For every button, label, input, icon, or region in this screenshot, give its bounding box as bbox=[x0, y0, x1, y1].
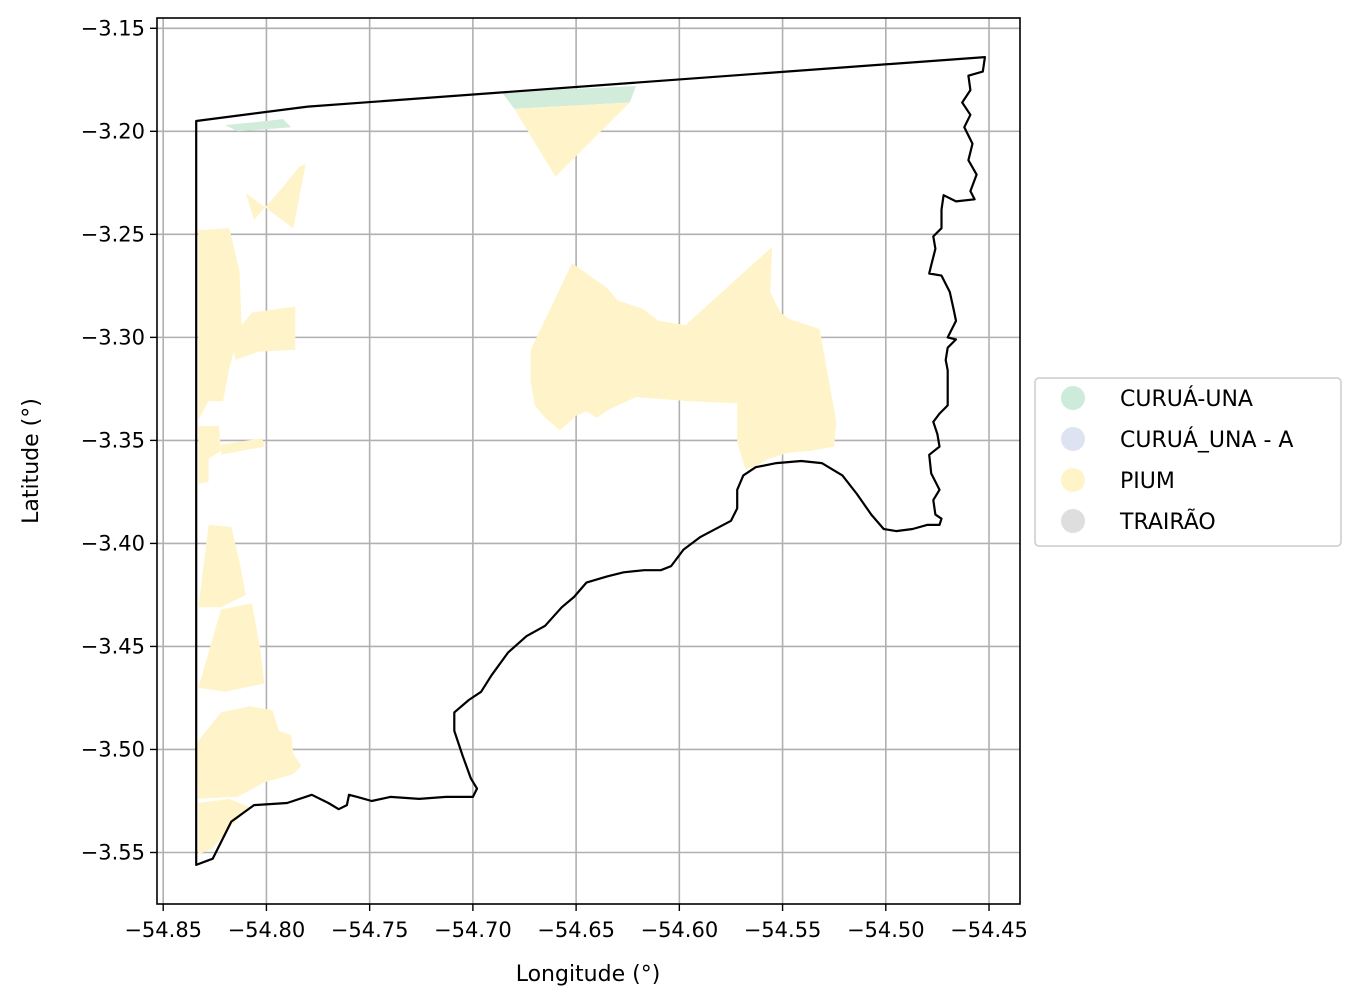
y-tick-label: −3.25 bbox=[81, 222, 145, 246]
x-tick-label: −54.65 bbox=[537, 918, 615, 942]
legend: CURUÁ-UNA CURUÁ_UNA - A PIUM TRAIRÃO bbox=[1034, 377, 1342, 547]
y-tick-label: −3.40 bbox=[81, 531, 145, 555]
x-tick-label: −54.85 bbox=[124, 918, 202, 942]
zone-pium bbox=[196, 706, 302, 799]
x-tick-label: −54.75 bbox=[331, 918, 409, 942]
zone-pium bbox=[221, 438, 265, 455]
y-tick-label: −3.50 bbox=[81, 737, 145, 761]
legend-label: CURUÁ_UNA - A bbox=[1120, 427, 1294, 453]
x-tick-label: −54.80 bbox=[228, 918, 306, 942]
x-tick-label: −54.45 bbox=[950, 918, 1028, 942]
zone-pium bbox=[198, 228, 242, 420]
legend-frame bbox=[1034, 377, 1342, 547]
zone-curua-una bbox=[225, 119, 292, 132]
zone-curua-una bbox=[501, 86, 636, 109]
legend-label: CURUÁ-UNA bbox=[1120, 386, 1253, 412]
y-tick-label: −3.35 bbox=[81, 428, 145, 452]
legend-label: PIUM bbox=[1120, 469, 1175, 494]
y-tick-label: −3.20 bbox=[81, 119, 145, 143]
y-tick-label: −3.55 bbox=[81, 840, 145, 864]
zone-pium bbox=[198, 798, 250, 855]
y-axis-label: Latitude (°) bbox=[19, 398, 44, 524]
x-tick-label: −54.50 bbox=[847, 918, 925, 942]
zone-pium bbox=[514, 102, 630, 177]
zone-pium bbox=[198, 524, 246, 608]
legend-marker bbox=[1061, 427, 1085, 451]
plot-area bbox=[156, 17, 1021, 905]
zone-pium bbox=[198, 426, 221, 484]
y-tick-label: −3.45 bbox=[81, 634, 145, 658]
y-tick-label: −3.30 bbox=[81, 325, 145, 349]
zone-pium bbox=[245, 164, 306, 229]
zone-pium bbox=[231, 306, 296, 360]
zones-layer bbox=[196, 86, 837, 855]
x-axis-ticks: −54.85 −54.80 −54.75 −54.70 −54.65 −54.60 −54.… bbox=[124, 904, 1028, 942]
study-area-boundary bbox=[195, 56, 986, 866]
legend-marker bbox=[1061, 509, 1085, 533]
y-tick-label: −3.15 bbox=[81, 16, 145, 40]
plot-frame bbox=[156, 17, 1021, 905]
zone-pium bbox=[198, 603, 265, 692]
x-axis-label: Longitude (°) bbox=[516, 962, 661, 987]
x-tick-label: −54.70 bbox=[434, 918, 512, 942]
grid bbox=[157, 18, 1020, 904]
zone-pium bbox=[530, 246, 837, 470]
legend-marker bbox=[1061, 468, 1085, 492]
y-axis-ticks: −3.15 −3.20 −3.25 −3.30 −3.35 −3.40 −3.45 −3.50… bbox=[81, 16, 157, 864]
x-tick-label: −54.60 bbox=[640, 918, 718, 942]
x-tick-label: −54.55 bbox=[744, 918, 822, 942]
legend-label: TRAIRÃO bbox=[1119, 508, 1216, 535]
legend-marker bbox=[1061, 386, 1085, 410]
